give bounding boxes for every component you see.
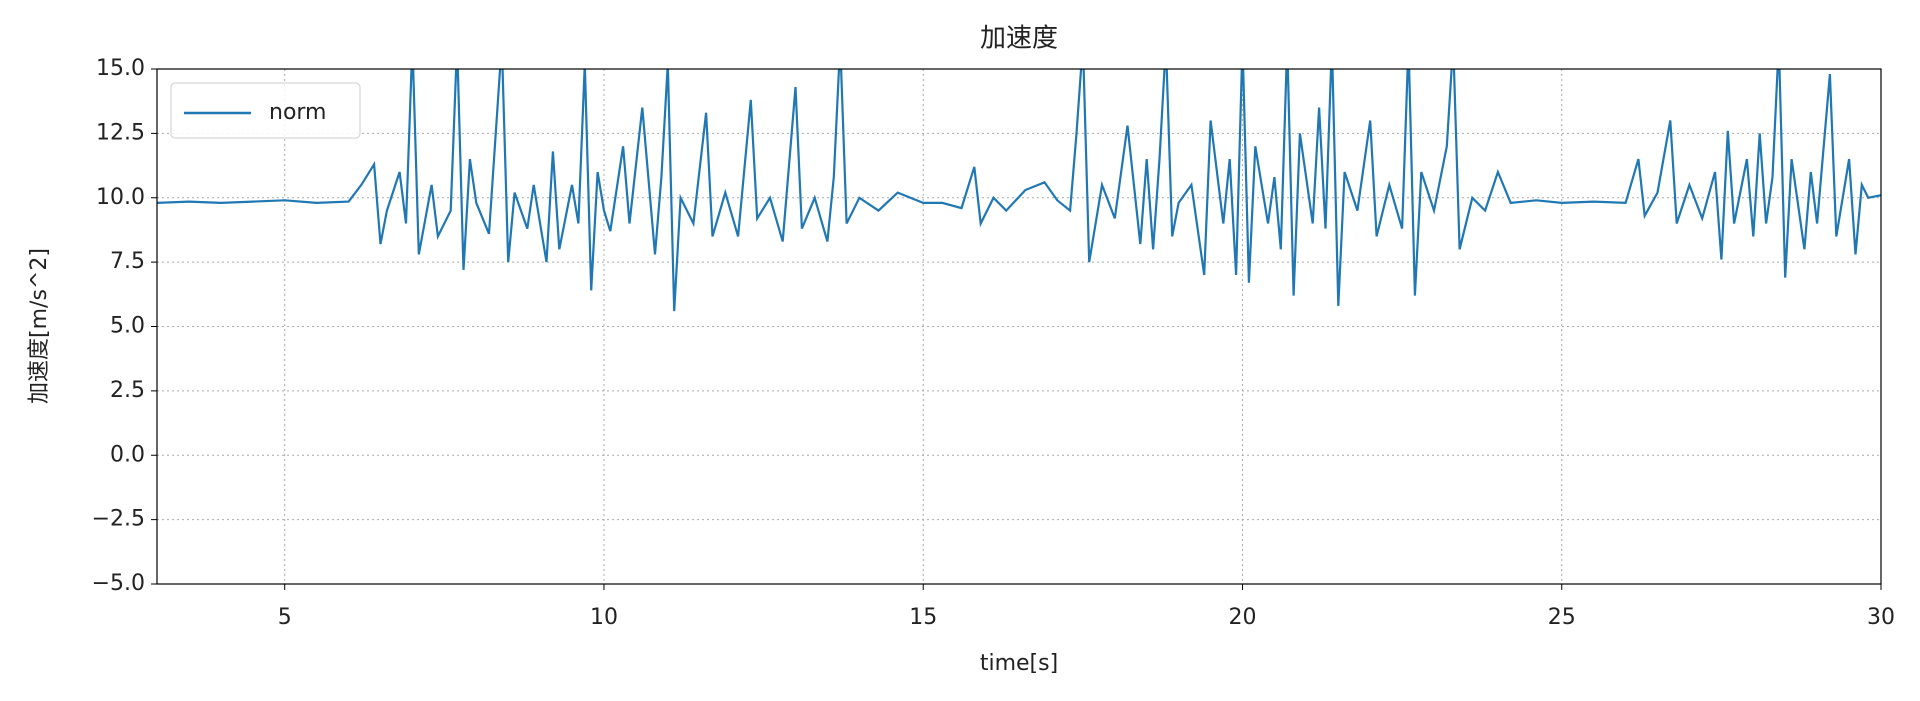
y-tick-label: 12.5 [96,120,145,145]
y-tick-label: 7.5 [110,249,145,274]
legend-box [170,82,361,139]
plot-frame [156,68,1882,585]
x-tick-label: 15 [909,605,937,630]
y-tick-label: −2.5 [92,507,145,532]
x-axis-label: time[s] [980,651,1058,676]
x-tick-label: 10 [590,605,618,630]
x-tick-label: 25 [1548,605,1576,630]
y-tick-label: 15.0 [96,56,145,81]
legend-label: norm [269,100,327,125]
y-tick-label: 10.0 [96,185,145,210]
y-tick-label: 5.0 [110,314,145,339]
data-line [157,69,1881,312]
y-tick-label: 0.0 [110,442,145,467]
x-tick-label: 20 [1228,605,1256,630]
y-tick-label: −5.0 [92,571,145,596]
y-tick-label: 2.5 [110,378,145,403]
chart-title: 加速度 [980,24,1058,54]
y-axis-label: 加速度[m/s^2] [27,248,52,404]
x-tick-label: 5 [278,605,292,630]
x-tick-label: 30 [1867,605,1895,630]
